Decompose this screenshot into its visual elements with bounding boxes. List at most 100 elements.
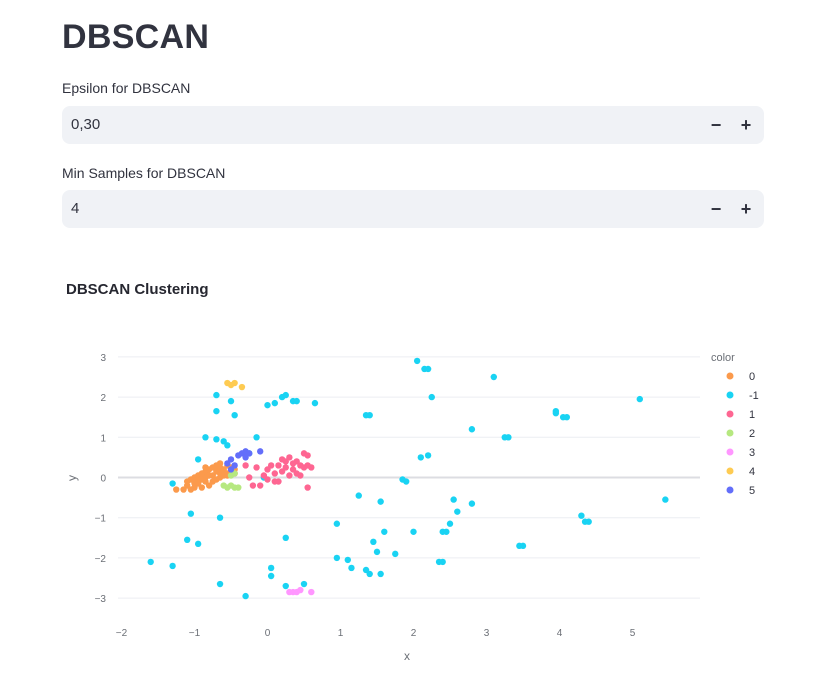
scatter-point-cluster-1[interactable] [297, 472, 304, 479]
scatter-point-cluster-1[interactable] [304, 452, 311, 459]
scatter-point-cluster-2[interactable] [235, 484, 242, 491]
scatter-point-cluster-0[interactable] [173, 486, 180, 493]
scatter-point-cluster--1[interactable] [311, 399, 319, 407]
scatter-point-cluster--1[interactable] [443, 528, 450, 535]
scatter-point-cluster-0[interactable] [213, 468, 220, 475]
legend-item-1[interactable]: 1 [726, 409, 756, 421]
scatter-point-cluster-3[interactable] [308, 588, 315, 596]
scatter-point-cluster--1[interactable] [344, 556, 351, 564]
scatter-point-cluster--1[interactable] [147, 558, 154, 566]
scatter-point-cluster-0[interactable] [198, 484, 205, 491]
scatter-point-cluster--1[interactable] [194, 456, 202, 463]
scatter-point-cluster--1[interactable] [213, 436, 220, 443]
scatter-point-cluster--1[interactable] [300, 580, 308, 588]
scatter-point-cluster--1[interactable] [377, 570, 384, 578]
scatter-point-cluster--1[interactable] [636, 395, 643, 403]
scatter-point-cluster--1[interactable] [417, 454, 424, 461]
scatter-point-cluster-4[interactable] [238, 383, 246, 391]
scatter-point-cluster--1[interactable] [202, 434, 209, 441]
scatter-point-cluster--1[interactable] [370, 538, 377, 546]
scatter-point-cluster-0[interactable] [205, 472, 213, 479]
scatter-point-cluster--1[interactable] [454, 508, 461, 515]
scatter-point-cluster--1[interactable] [282, 582, 289, 590]
scatter-point-cluster--1[interactable] [410, 528, 417, 535]
epsilon-increment-button[interactable]: + [740, 115, 752, 135]
scatter-point-cluster--1[interactable] [333, 520, 341, 527]
scatter-point-cluster--1[interactable] [585, 518, 592, 525]
scatter-point-cluster--1[interactable] [662, 496, 669, 503]
scatter-point-cluster--1[interactable] [267, 572, 275, 580]
scatter-point-cluster-5[interactable] [257, 448, 264, 455]
scatter-point-cluster-1[interactable] [267, 462, 275, 469]
legend-item-2[interactable]: 2 [726, 428, 756, 440]
scatter-point-cluster-1[interactable] [242, 462, 249, 469]
scatter-point-cluster-1[interactable] [282, 464, 289, 471]
scatter-point-cluster--1[interactable] [424, 452, 432, 459]
legend-item-3[interactable]: 3 [726, 447, 756, 459]
scatter-point-cluster--1[interactable] [293, 397, 300, 405]
legend-item-5[interactable]: 5 [726, 485, 756, 497]
scatter-point-cluster-1[interactable] [286, 454, 293, 461]
scatter-point-cluster--1[interactable] [194, 540, 202, 548]
legend-item--1[interactable]: -1 [726, 390, 759, 402]
min-samples-decrement-button[interactable]: − [710, 199, 722, 219]
scatter-point-cluster--1[interactable] [242, 592, 249, 600]
scatter-point-cluster--1[interactable] [271, 399, 278, 407]
scatter-point-cluster-0[interactable] [198, 476, 205, 483]
scatter-point-cluster--1[interactable] [213, 391, 220, 399]
scatter-point-cluster-1[interactable] [275, 478, 282, 485]
scatter-point-cluster--1[interactable] [333, 554, 341, 562]
scatter-point-cluster-1[interactable] [246, 474, 253, 481]
scatter-point-cluster-1[interactable] [275, 462, 282, 469]
scatter-point-cluster-1[interactable] [308, 464, 315, 471]
scatter-point-cluster--1[interactable] [366, 570, 373, 578]
scatter-point-cluster--1[interactable] [227, 397, 235, 405]
scatter-point-cluster--1[interactable] [282, 391, 289, 399]
scatter-point-cluster--1[interactable] [490, 373, 497, 381]
scatter-point-cluster--1[interactable] [446, 520, 454, 527]
scatter-point-cluster-1[interactable] [253, 464, 260, 471]
scatter-point-cluster--1[interactable] [373, 548, 381, 556]
scatter-point-cluster--1[interactable] [519, 542, 527, 550]
scatter-point-cluster--1[interactable] [216, 514, 224, 521]
scatter-point-cluster-0[interactable] [216, 460, 224, 467]
scatter-point-cluster-1[interactable] [249, 482, 257, 489]
scatter-point-cluster--1[interactable] [578, 512, 585, 519]
scatter-point-cluster--1[interactable] [505, 434, 512, 441]
scatter-point-cluster-5[interactable] [227, 466, 235, 473]
scatter-point-cluster--1[interactable] [468, 426, 476, 433]
scatter-point-cluster--1[interactable] [392, 550, 399, 558]
scatter-point-cluster-0[interactable] [202, 464, 209, 471]
scatter-point-cluster-0[interactable] [184, 478, 191, 485]
scatter-point-cluster-1[interactable] [264, 476, 271, 483]
scatter-point-cluster--1[interactable] [366, 411, 373, 419]
epsilon-value[interactable]: 0,30 [71, 116, 101, 133]
scatter-point-cluster--1[interactable] [403, 478, 410, 485]
scatter-point-cluster-1[interactable] [257, 482, 264, 489]
scatter-point-cluster--1[interactable] [231, 411, 238, 419]
scatter-point-cluster--1[interactable] [355, 492, 362, 499]
scatter-point-cluster-5[interactable] [227, 456, 235, 463]
scatter-point-cluster--1[interactable] [424, 365, 432, 373]
scatter-point-cluster--1[interactable] [187, 510, 195, 517]
scatter-point-cluster--1[interactable] [264, 401, 271, 409]
chart-legend[interactable]: color 0 -1 1 2 3 4 5 [711, 352, 759, 497]
min-samples-increment-button[interactable]: + [740, 199, 752, 219]
scatter-point-cluster-1[interactable] [271, 470, 278, 477]
scatter-point-cluster--1[interactable] [468, 500, 476, 507]
scatter-point-cluster--1[interactable] [450, 496, 457, 503]
min-samples-value[interactable]: 4 [71, 200, 80, 217]
scatter-point-cluster-0[interactable] [191, 480, 198, 487]
scatter-point-cluster-1[interactable] [304, 484, 311, 491]
scatter-point-cluster--1[interactable] [377, 498, 384, 505]
scatter-point-cluster-4[interactable] [231, 379, 238, 387]
scatter-point-cluster-1[interactable] [286, 472, 293, 479]
scatter-point-cluster--1[interactable] [224, 442, 231, 449]
scatter-point-cluster--1[interactable] [213, 407, 220, 415]
scatter-point-cluster--1[interactable] [381, 528, 388, 535]
scatter-point-cluster-5[interactable] [246, 450, 253, 457]
scatter-point-cluster--1[interactable] [282, 534, 289, 541]
epsilon-decrement-button[interactable]: − [710, 115, 722, 135]
scatter-point-cluster--1[interactable] [216, 580, 224, 588]
